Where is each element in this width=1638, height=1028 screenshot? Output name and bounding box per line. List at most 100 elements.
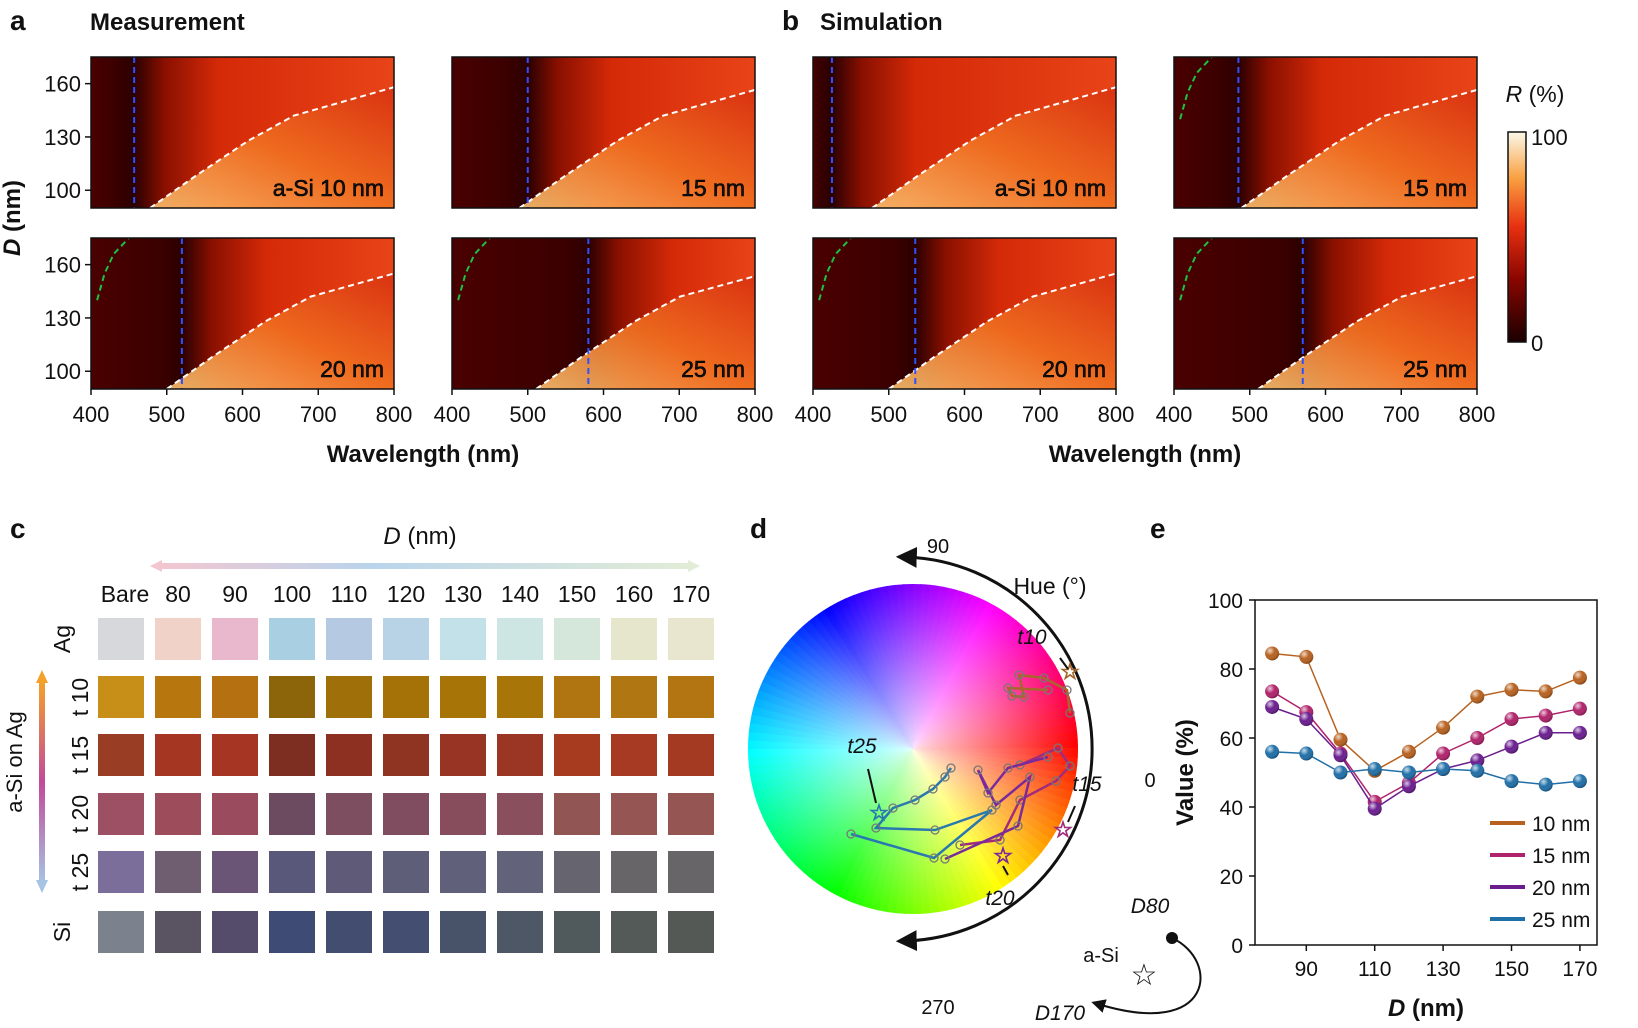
high-reflectance-region	[166, 273, 394, 389]
color-swatch	[155, 618, 201, 660]
label-leader	[867, 768, 877, 804]
column-label: 130	[444, 581, 482, 607]
color-swatch	[98, 851, 144, 893]
row-label: t 25	[67, 853, 93, 891]
trajectory-point	[1062, 685, 1072, 695]
data-point-shade	[1436, 762, 1451, 777]
color-swatch	[155, 676, 201, 718]
panel-letter-b: b	[782, 5, 799, 36]
data-point-shade	[1367, 762, 1382, 777]
column-label: Bare	[101, 581, 150, 607]
data-point-shade	[1538, 777, 1553, 792]
y-tick-label: 20	[1220, 866, 1243, 889]
trajectory-line	[959, 746, 1072, 847]
data-point-shade	[1470, 763, 1485, 778]
row-label: t 20	[67, 795, 93, 833]
high-reflectance-region	[1258, 276, 1477, 389]
panel-c-color-grid: D (nm) a-Si on Ag Bare 80 90 100 110 120 130 14…	[2, 523, 714, 953]
heatmap-label: a-Si 10 nm	[995, 175, 1106, 201]
key-mid-label: a-Si	[1083, 945, 1119, 967]
color-swatch	[611, 851, 657, 893]
plot-frame	[1254, 599, 1598, 946]
colorbar-gradient	[1507, 131, 1527, 343]
colorbar: R (%) 100 0	[1506, 81, 1568, 356]
legend-label: 15 nm	[1532, 845, 1590, 868]
series-15-nm	[1265, 684, 1587, 809]
green-dashed-line	[1179, 237, 1213, 301]
heatmap-label: 25 nm	[1403, 356, 1467, 382]
high-reflectance-region	[536, 276, 755, 389]
panel-a-xlabel: Wavelength (nm)	[327, 441, 519, 468]
hue-label: Hue (°)	[1013, 573, 1086, 599]
heatmap-a-15nm: 15 nm	[451, 56, 756, 209]
y-tick-label: 160	[44, 253, 81, 278]
color-swatch	[440, 851, 486, 893]
panel-c-axis-unit: (nm)	[401, 523, 457, 550]
x-tick-label: 700	[1022, 402, 1059, 427]
color-swatch	[611, 911, 657, 953]
trajectory-point	[1013, 821, 1023, 831]
d-gradient-arrow-right-head	[688, 560, 700, 572]
white-dashed-boundary	[871, 86, 1117, 209]
data-point-shade	[1299, 712, 1314, 727]
heatmap-b-20nm: 20 nm 400 500 600 700 800	[795, 237, 1134, 427]
data-point-shade	[1538, 708, 1553, 723]
heatmap-frame	[1173, 56, 1478, 209]
high-reflectance-region	[519, 89, 755, 208]
x-tick-label: 600	[1307, 402, 1344, 427]
series-20-nm	[1265, 699, 1587, 816]
heatmap-label: 25 nm	[681, 356, 745, 382]
side-label: a-Si on Ag	[2, 711, 27, 813]
data-point-shade	[1299, 649, 1314, 664]
color-swatch	[155, 734, 201, 776]
data-point-shade	[1265, 684, 1280, 699]
trajectory-point	[928, 784, 938, 794]
high-reflectance-region	[150, 87, 394, 208]
colorbar-title: R (%)	[1506, 81, 1565, 107]
label-leader	[1067, 805, 1076, 823]
trajectory-point	[940, 772, 950, 782]
color-swatch	[98, 618, 144, 660]
data-point-shade	[1470, 731, 1485, 745]
y-tick-label: 100	[44, 178, 81, 203]
color-swatch	[554, 618, 600, 660]
ylabel-unit: (nm)	[0, 180, 26, 239]
color-swatch	[155, 911, 201, 953]
data-point-shade	[1504, 712, 1519, 727]
data-point-shade	[1401, 744, 1416, 759]
panel-c-axis-title: D (nm)	[383, 523, 456, 550]
trajectory-point	[929, 853, 939, 863]
high-reflectance-region	[872, 87, 1116, 208]
trajectory-star-icon: ☆	[1053, 817, 1073, 842]
panel-b-xlabel: Wavelength (nm)	[1049, 441, 1241, 468]
color-swatch	[497, 911, 543, 953]
key-end-label: D170	[1035, 1002, 1086, 1025]
x-tick-label: 700	[300, 402, 337, 427]
data-point-shade	[1299, 746, 1314, 761]
column-label: 90	[222, 581, 248, 607]
color-swatch	[212, 676, 258, 718]
series-line	[1271, 690, 1581, 803]
heatmap-a-20nm: 20 nm 100 130 160 400 500 600 700 800	[44, 237, 412, 427]
x-tick-label: 150	[1494, 958, 1529, 981]
color-swatch	[668, 734, 714, 776]
trajectory-point	[973, 765, 983, 775]
heatmap-frame	[90, 56, 395, 209]
trajectory-point	[1039, 673, 1049, 683]
trajectory-key: D80 a-Si ☆ D170	[1035, 895, 1202, 1025]
color-swatch	[269, 911, 315, 953]
trajectory-point	[871, 823, 881, 833]
y-tick-label: 130	[44, 306, 81, 331]
legend-label: 10 nm	[1532, 813, 1590, 836]
trajectory-label: t15	[1072, 773, 1102, 796]
row-label: Si	[49, 922, 75, 942]
data-point-shade	[1333, 765, 1348, 780]
y-tick-label: 100	[1208, 590, 1243, 613]
color-swatch	[611, 676, 657, 718]
trajectory-point	[1065, 761, 1075, 771]
color-swatch	[497, 851, 543, 893]
data-point-shade	[1504, 739, 1519, 754]
data-point-shade	[1401, 765, 1416, 780]
panel-letter-d: d	[750, 513, 767, 544]
